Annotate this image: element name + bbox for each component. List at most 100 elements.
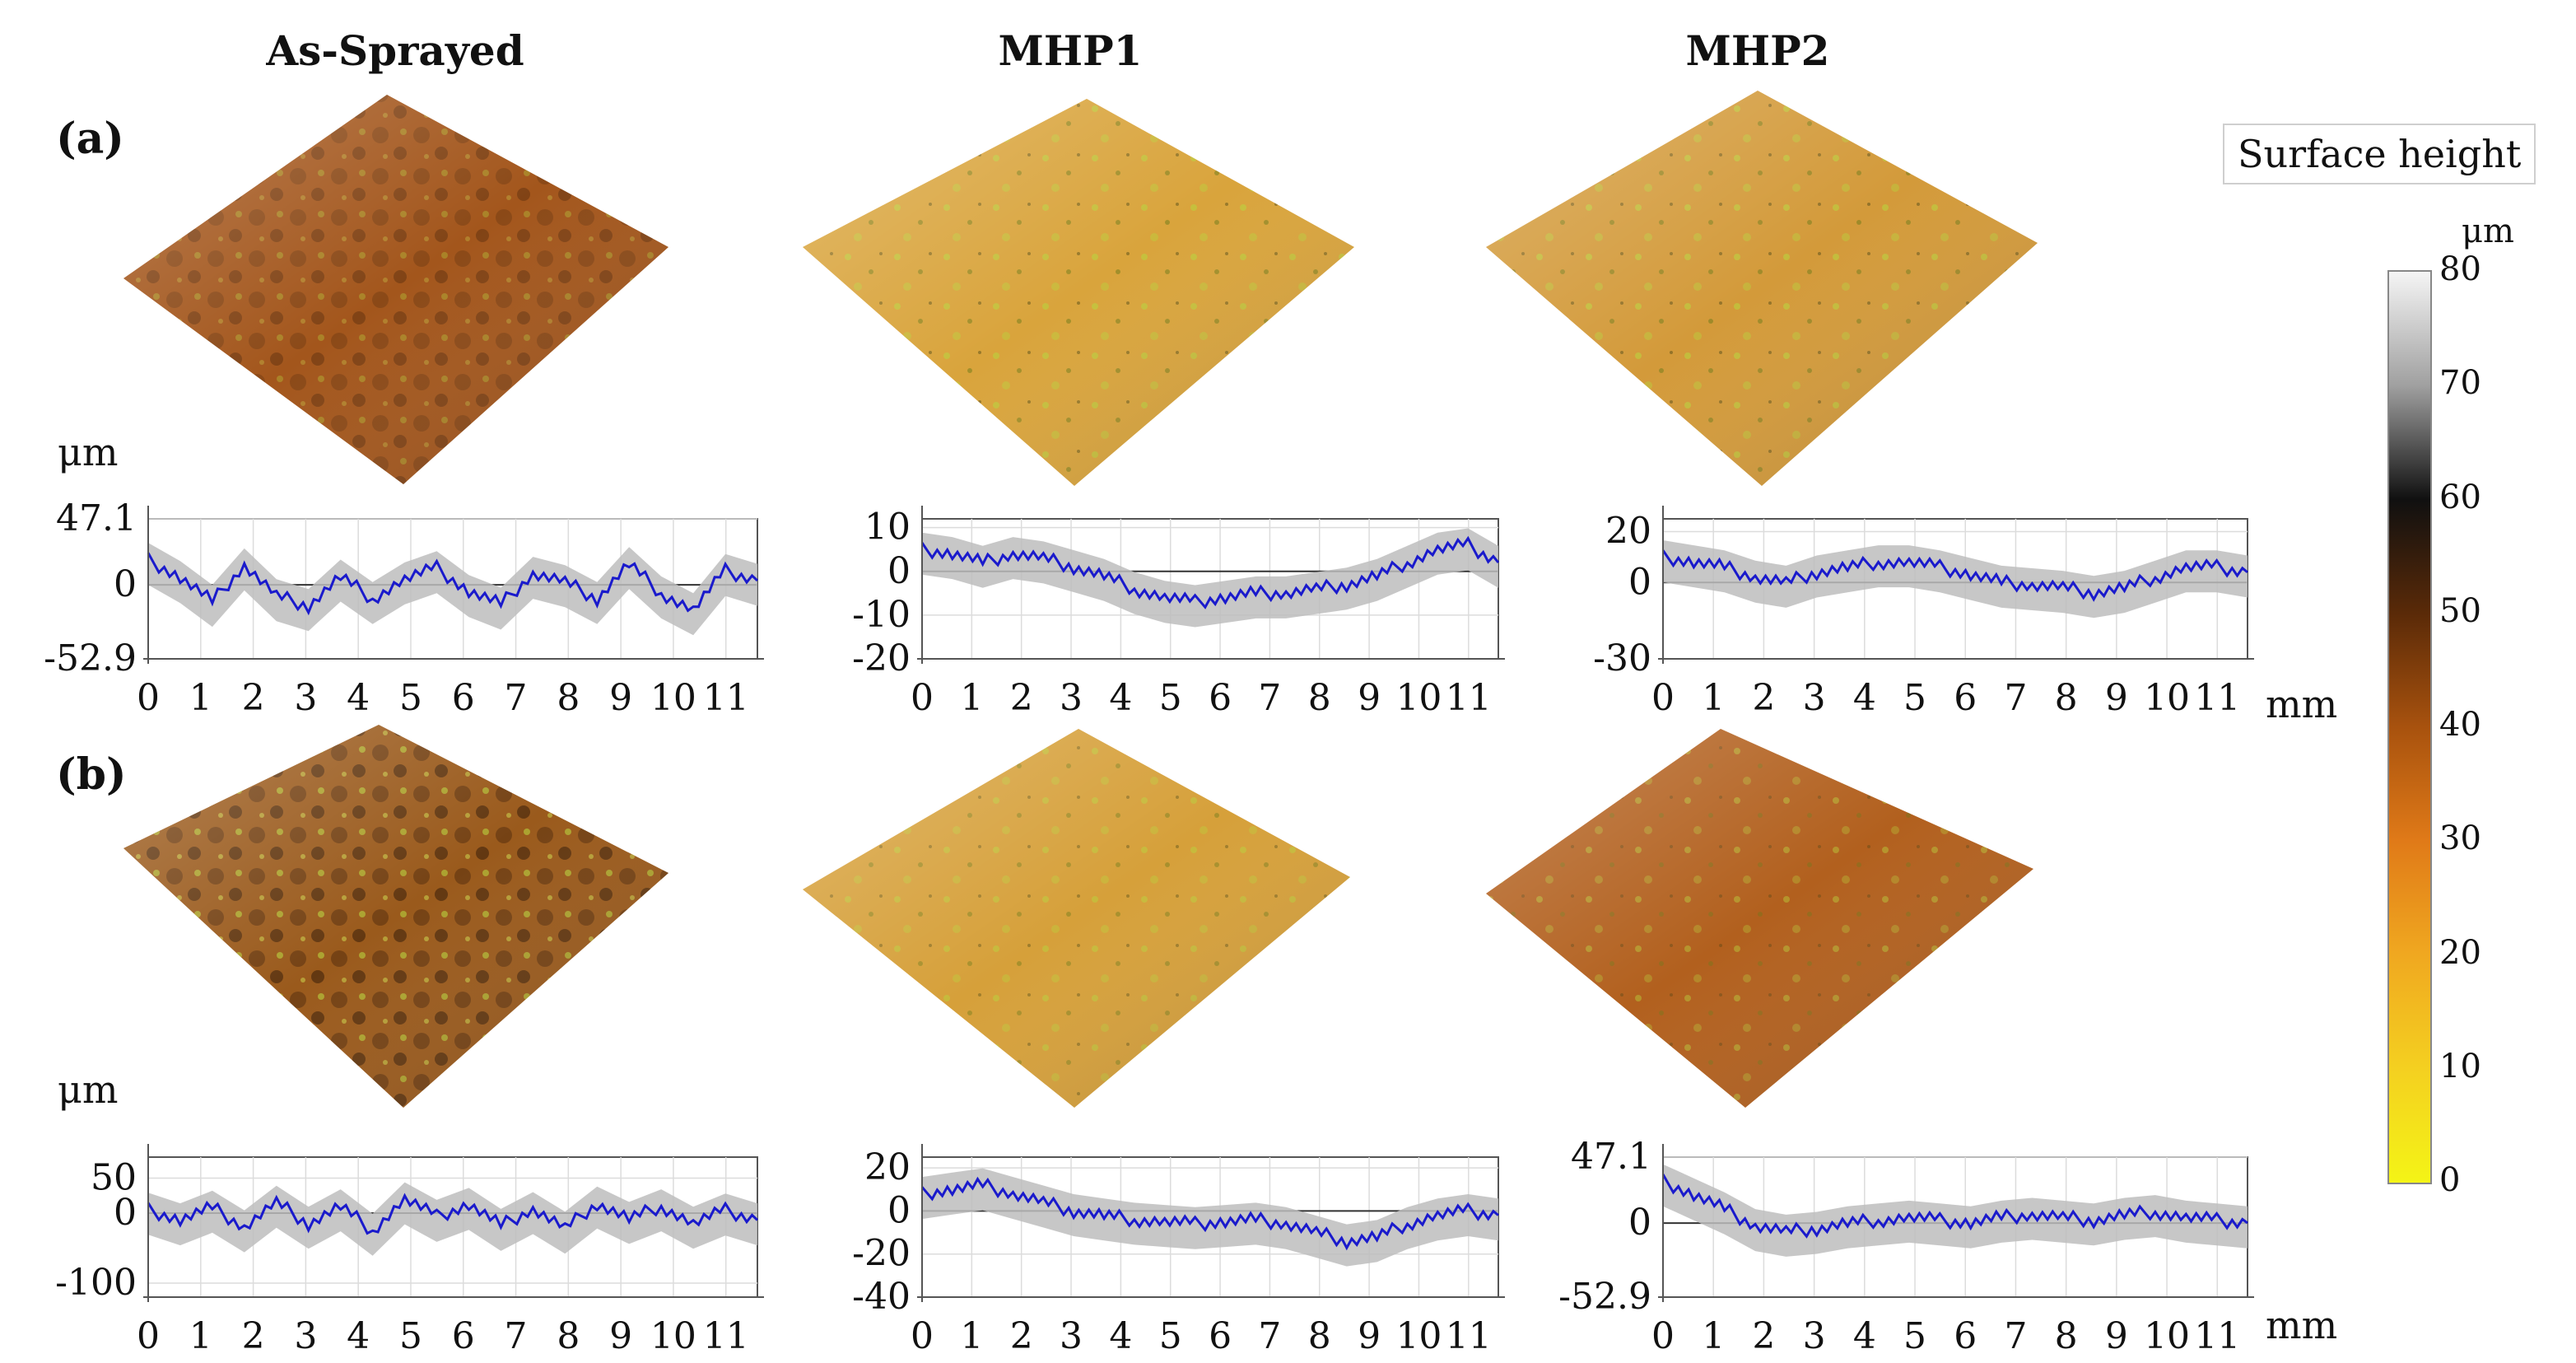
x-tick-label: 5 — [1159, 677, 1182, 719]
y-tick-label: 47.1 — [56, 497, 137, 539]
x-tick-label: 1 — [1702, 677, 1725, 719]
x-tick-label: 8 — [2055, 677, 2078, 719]
x-tick-label: 11 — [703, 1315, 749, 1357]
surface-a-mhp2 — [1486, 91, 2038, 486]
y-tick-label: -52.9 — [44, 637, 137, 679]
x-tick-label: 6 — [1209, 677, 1232, 719]
x-tick-label: 9 — [609, 677, 632, 719]
row-label-b: (b) — [56, 749, 127, 800]
x-tick-label: 11 — [2194, 677, 2240, 719]
x-unit-label-a: mm — [2266, 682, 2338, 726]
x-tick-label: 1 — [1702, 1315, 1725, 1357]
x-tick-label: 8 — [557, 677, 580, 719]
profile-plot-a-mhp1: 100-10-200 1 2 3 4 5 6 7 8 9 10 11 — [852, 506, 1505, 719]
colorbar-tick-label: 70 — [2439, 364, 2481, 403]
x-unit-label-b: mm — [2266, 1303, 2338, 1347]
x-tick-label: 2 — [1010, 1315, 1033, 1357]
x-tick-label: 0 — [137, 1315, 160, 1357]
surface-b-mhp2 — [1486, 729, 2033, 1108]
profile-plot-a-mhp2: 200-300 1 2 3 4 5 6 7 8 9 10 11 — [1593, 506, 2254, 719]
x-tick-label: 2 — [1752, 677, 1775, 719]
profile-line — [920, 1176, 1499, 1251]
x-tick-label: 5 — [399, 1315, 422, 1357]
y-tick-label: -52.9 — [1558, 1276, 1651, 1318]
x-tick-label: 11 — [703, 677, 749, 719]
x-tick-label: 2 — [1752, 1315, 1775, 1357]
x-tick-label: 1 — [189, 677, 212, 719]
colorbar-tick-label: 20 — [2439, 933, 2481, 972]
row-label-a: (a) — [56, 114, 124, 164]
legend-title: Surface height — [2223, 124, 2536, 184]
x-tick-label: 4 — [1853, 1315, 1876, 1357]
colorbar-tick-label: 50 — [2439, 591, 2481, 630]
profile-line — [147, 1193, 759, 1235]
x-tick-label: 3 — [1803, 1315, 1826, 1357]
x-tick-label: 3 — [1803, 677, 1826, 719]
x-tick-label: 11 — [2194, 1315, 2240, 1357]
x-tick-label: 0 — [911, 1315, 934, 1357]
x-tick-label: 0 — [137, 677, 160, 719]
x-tick-label: 3 — [1060, 677, 1083, 719]
colorbar-ticks: 80 70 60 50 40 30 20 10 0 — [2433, 250, 2532, 1199]
x-tick-label: 6 — [452, 677, 475, 719]
x-tick-label: 9 — [1358, 1315, 1381, 1357]
x-tick-label: 11 — [1446, 1315, 1492, 1357]
profile-envelope — [148, 543, 757, 636]
y-tick-label: 50 — [91, 1157, 137, 1199]
x-tick-label: 7 — [1258, 677, 1281, 719]
x-tick-label: 3 — [294, 1315, 317, 1357]
y-tick-label: 20 — [1605, 510, 1651, 552]
y-tick-label: -20 — [852, 637, 911, 679]
x-tick-label: 11 — [1446, 677, 1492, 719]
profile-line — [1661, 549, 2248, 602]
x-tick-label: 5 — [399, 677, 422, 719]
column-title-as-sprayed: As-Sprayed — [266, 26, 524, 75]
surface-a-as-sprayed — [123, 95, 668, 484]
y-tick-label: 0 — [114, 1192, 137, 1234]
x-tick-label: 9 — [2105, 1315, 2128, 1357]
profile-envelope — [1663, 540, 2248, 618]
column-title-mhp2: MHP2 — [1685, 26, 1830, 75]
colorbar-tick-label: 80 — [2439, 250, 2481, 288]
profile-line — [920, 535, 1500, 609]
x-tick-label: 5 — [1159, 1315, 1182, 1357]
y-unit-label-b: μm — [58, 1067, 119, 1112]
colorbar-tick-label: 30 — [2439, 819, 2481, 858]
x-tick-label: 6 — [1209, 1315, 1232, 1357]
x-tick-label: 4 — [347, 1315, 370, 1357]
y-tick-label: 20 — [864, 1146, 911, 1188]
y-tick-label: 0 — [887, 550, 911, 592]
x-tick-label: 7 — [2004, 1315, 2027, 1357]
x-tick-label: 3 — [294, 677, 317, 719]
x-tick-label: 4 — [1853, 677, 1876, 719]
profile-plot-a-as-sprayed: 47.10-52.90 1 2 3 4 5 6 7 8 9 10 11 — [44, 497, 764, 719]
y-tick-label: -10 — [852, 594, 911, 636]
surface-b-mhp1 — [803, 729, 1350, 1108]
x-tick-label: 8 — [1308, 1315, 1331, 1357]
x-tick-label: 7 — [505, 1315, 528, 1357]
x-tick-label: 10 — [650, 1315, 696, 1357]
y-tick-label: -100 — [55, 1262, 137, 1304]
x-tick-label: 7 — [2004, 677, 2027, 719]
x-tick-label: 9 — [609, 1315, 632, 1357]
x-tick-label: 10 — [1395, 1315, 1442, 1357]
colorbar — [2387, 270, 2432, 1184]
profile-line — [1661, 1174, 2248, 1239]
colorbar-tick-label: 0 — [2439, 1161, 2461, 1199]
x-tick-label: 10 — [2144, 677, 2190, 719]
x-tick-label: 3 — [1060, 1315, 1083, 1357]
y-tick-label: -40 — [852, 1276, 911, 1318]
y-tick-label: -30 — [1593, 637, 1651, 679]
x-tick-label: 0 — [1651, 677, 1675, 719]
x-tick-label: 4 — [347, 677, 370, 719]
x-tick-label: 9 — [2105, 677, 2128, 719]
y-tick-label: 10 — [864, 506, 911, 548]
y-tick-label: 0 — [1628, 561, 1651, 603]
y-unit-label-a: μm — [58, 430, 119, 474]
x-tick-label: 10 — [650, 677, 696, 719]
x-tick-label: 4 — [1109, 1315, 1132, 1357]
x-tick-label: 10 — [2144, 1315, 2190, 1357]
y-tick-label: 0 — [114, 563, 137, 605]
